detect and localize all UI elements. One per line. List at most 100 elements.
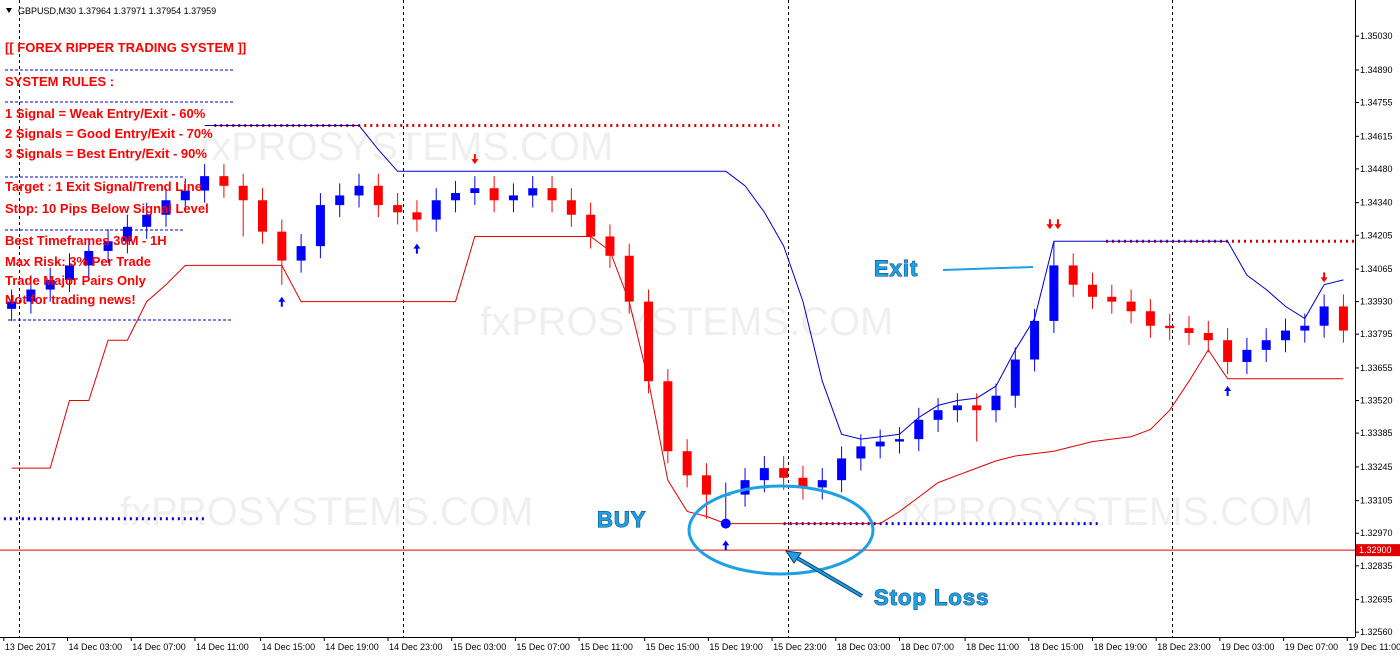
rule-text: Best Timeframes 30M - 1H	[5, 233, 167, 248]
signal-arrow-up	[722, 540, 730, 551]
candle-body	[1165, 325, 1175, 329]
price-tag-label: 1.32900	[1359, 545, 1392, 555]
y-tick-label: 1.34480	[1360, 164, 1393, 174]
candle-body	[122, 226, 132, 242]
x-tick-label: 15 Dec 19:00	[709, 642, 763, 652]
x-tick-label: 15 Dec 23:00	[773, 642, 827, 652]
watermarks: fxPROSYSTEMS.COM fxPROSYSTEMS.COM fxPROS…	[120, 125, 1313, 534]
watermark: fxPROSYSTEMS.COM	[120, 490, 533, 534]
watermark: fxPROSYSTEMS.COM	[200, 125, 613, 169]
signal-arrow-down	[1054, 219, 1062, 230]
x-tick-label: 19 Dec 11:00	[1348, 642, 1400, 652]
x-tick-label: 18 Dec 03:00	[837, 642, 891, 652]
x-tick-label: 18 Dec 23:00	[1157, 642, 1211, 652]
candle-body	[1242, 349, 1252, 362]
signal-arrow-up	[1224, 385, 1232, 396]
stop-pointer	[791, 554, 863, 597]
y-tick-label: 1.34065	[1360, 264, 1393, 274]
candle-body	[566, 200, 576, 215]
indicator-line	[11, 236, 1344, 525]
y-tick-label: 1.33795	[1360, 329, 1393, 339]
candle-body	[200, 176, 210, 191]
signal-arrow-down	[1046, 219, 1054, 230]
x-tick-label: 14 Dec 11:00	[196, 642, 249, 652]
candle-body	[45, 279, 55, 290]
rule-text: Target : 1 Exit Signal/Trend Line	[5, 179, 202, 194]
y-tick-label: 1.35030	[1360, 31, 1393, 41]
candle-body	[1049, 265, 1059, 321]
candle-body	[142, 214, 152, 227]
y-tick-label: 1.33520	[1360, 396, 1393, 406]
stop-loss-label: Stop Loss	[874, 585, 989, 610]
candle-body	[837, 458, 847, 481]
watermark: fxPROSYSTEMS.COM	[480, 300, 893, 344]
signal-arrow-up	[278, 296, 286, 307]
candle-body	[972, 405, 982, 411]
candle-body	[335, 195, 345, 206]
candle-body	[914, 419, 924, 440]
x-tick-label: 14 Dec 23:00	[389, 642, 443, 652]
x-tick-label: 15 Dec 11:00	[580, 642, 633, 652]
candle-body	[431, 200, 441, 220]
candle-body	[1223, 340, 1233, 362]
y-tick-label: 1.32695	[1360, 595, 1393, 605]
candle-body	[277, 231, 287, 261]
x-tick-label: 14 Dec 07:00	[132, 642, 186, 652]
y-tick-label: 1.34755	[1360, 98, 1393, 108]
stop-pointer-head	[784, 550, 802, 564]
candle-body	[1300, 325, 1310, 331]
x-tick-label: 14 Dec 19:00	[325, 642, 379, 652]
x-tick-label: 15 Dec 07:00	[516, 642, 570, 652]
candle-body	[682, 451, 692, 476]
y-tick-label: 1.32835	[1360, 561, 1393, 571]
rule-text: Trade Major Pairs Only	[5, 273, 147, 288]
y-tick-label: 1.32970	[1360, 528, 1393, 538]
y-tick-label: 1.33930	[1360, 297, 1393, 307]
y-tick-label: 1.34205	[1360, 230, 1393, 240]
candle-body	[798, 477, 808, 488]
candle-body	[412, 212, 422, 220]
candle-body	[84, 250, 94, 266]
candle-body	[7, 301, 17, 309]
candle-body	[315, 205, 325, 247]
signal-arrow-up	[413, 243, 421, 254]
candle-body	[991, 395, 1001, 411]
candle-body	[528, 188, 538, 196]
candle-body	[933, 410, 943, 420]
x-tick-label: 15 Dec 15:00	[646, 642, 700, 652]
candle-body	[1319, 306, 1329, 326]
candle-body	[103, 241, 113, 251]
candle-body	[161, 200, 171, 215]
candle-body	[1107, 296, 1117, 302]
signal-arrow-down	[1320, 272, 1328, 283]
candle-body	[451, 193, 461, 201]
candle-body	[547, 188, 557, 201]
candle-body	[740, 480, 750, 495]
candle-body	[258, 200, 268, 232]
watermark: fxPROSYSTEMS.COM	[900, 490, 1313, 534]
y-tick-label: 1.33655	[1360, 363, 1393, 373]
candle-body	[759, 468, 769, 481]
rule-text: 2 Signals = Good Entry/Exit - 70%	[5, 126, 213, 141]
y-tick-label: 1.33385	[1360, 428, 1393, 438]
rule-text: Not for trading news!	[5, 292, 136, 307]
x-tick-label: 18 Dec 07:00	[900, 642, 954, 652]
candle-body	[180, 190, 190, 201]
rule-text: Stop: 10 Pips Below Signal Level	[5, 201, 209, 216]
y-tick-label: 1.34615	[1360, 131, 1393, 141]
chart-header: GBPUSD,M30 1.37964 1.37971 1.37954 1.379…	[18, 6, 216, 16]
y-tick-label: 1.34890	[1360, 65, 1393, 75]
candle-body	[296, 246, 306, 261]
candle-body	[1338, 306, 1348, 331]
x-tick-label: 18 Dec 11:00	[966, 642, 1019, 652]
candle-body	[605, 236, 615, 256]
buy-label: BUY	[597, 507, 646, 532]
exit-label: Exit	[874, 256, 918, 281]
rule-text: Max Risk: 3% Per Trade	[5, 254, 151, 269]
candle-body	[1261, 340, 1271, 350]
signal-arrow-down	[471, 154, 479, 165]
candle-body	[238, 185, 248, 201]
candle-body	[1203, 332, 1213, 341]
